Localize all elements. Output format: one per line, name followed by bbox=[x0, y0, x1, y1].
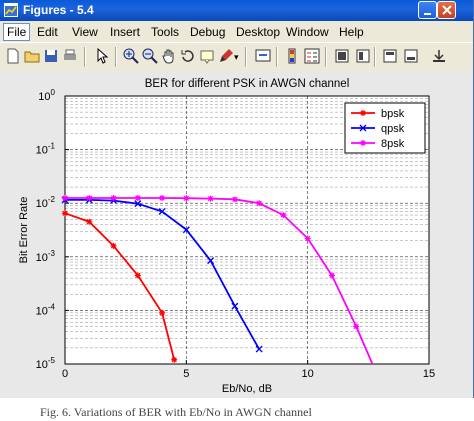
data-point bbox=[353, 323, 360, 330]
insert-legend-icon[interactable] bbox=[303, 47, 321, 65]
data-point bbox=[134, 200, 142, 208]
chart-title: BER for different PSK in AWGN channel bbox=[145, 78, 350, 90]
series-line bbox=[65, 197, 374, 364]
data-cursor-icon[interactable] bbox=[198, 47, 216, 65]
data-point bbox=[110, 242, 117, 249]
data-point bbox=[231, 196, 238, 203]
new-file-icon[interactable] bbox=[4, 47, 22, 65]
data-point bbox=[359, 124, 367, 132]
rotate-icon[interactable] bbox=[179, 47, 197, 65]
series-bpsk bbox=[62, 210, 178, 363]
series-qpsk bbox=[61, 196, 263, 353]
pan-hand-icon[interactable] bbox=[160, 47, 178, 65]
data-point bbox=[62, 195, 68, 202]
axes-box bbox=[64, 95, 430, 365]
plot-browser-icon[interactable] bbox=[381, 47, 399, 65]
data-point bbox=[62, 210, 68, 217]
menu-tools[interactable]: Tools bbox=[151, 25, 180, 39]
print-icon[interactable] bbox=[61, 47, 79, 65]
data-point bbox=[86, 195, 93, 202]
legend-label: bpsk bbox=[381, 108, 405, 120]
data-point bbox=[304, 235, 311, 242]
ber-chart[interactable]: 0 5 10 15 100 10-1 10-2 10-3 10-4 10-5 BER for di… bbox=[0, 71, 474, 398]
data-point bbox=[328, 272, 335, 279]
series-8psk bbox=[62, 195, 374, 364]
menu-desktop[interactable]: Desktop bbox=[236, 25, 281, 39]
data-point bbox=[207, 257, 215, 265]
y-tick-label: 10-4 bbox=[36, 302, 56, 317]
data-point bbox=[183, 195, 190, 202]
minimize-icon bbox=[424, 13, 431, 15]
data-point bbox=[360, 140, 366, 146]
y-tick-label: 10-5 bbox=[36, 356, 56, 371]
toolbar-separator bbox=[115, 47, 117, 67]
menu-edit[interactable]: Edit bbox=[37, 25, 58, 39]
x-tick-label: 0 bbox=[62, 368, 68, 380]
data-point bbox=[159, 309, 166, 316]
close-button[interactable] bbox=[437, 1, 456, 19]
legend-label: qpsk bbox=[381, 123, 405, 135]
data-point bbox=[360, 110, 366, 116]
link-icon[interactable] bbox=[254, 47, 272, 65]
insert-colorbar-icon[interactable] bbox=[283, 47, 301, 65]
menu-bar: File Edit View Insert Tools Debug Deskto… bbox=[0, 22, 473, 41]
data-point bbox=[171, 356, 178, 363]
close-icon bbox=[442, 5, 452, 15]
window-title: Figures - 5.4 bbox=[23, 3, 94, 17]
menu-insert[interactable]: Insert bbox=[110, 25, 141, 39]
property-editor-icon[interactable] bbox=[402, 47, 420, 65]
title-bar[interactable]: Figures - 5.4 bbox=[0, 0, 473, 21]
show-plot-tools-icon[interactable] bbox=[354, 47, 372, 65]
data-point bbox=[182, 226, 190, 234]
data-point bbox=[159, 195, 166, 202]
pointer-icon[interactable] bbox=[93, 47, 111, 65]
x-tick-label: 15 bbox=[423, 368, 435, 380]
data-point bbox=[134, 272, 141, 279]
y-axis-label: Bit Error Rate bbox=[18, 197, 30, 264]
menu-debug[interactable]: Debug bbox=[190, 25, 226, 39]
toolbar-separator bbox=[84, 47, 86, 67]
toolbar-separator bbox=[374, 47, 376, 67]
menu-window[interactable]: Window bbox=[286, 25, 329, 39]
data-point bbox=[134, 195, 141, 202]
dock-icon[interactable] bbox=[430, 47, 448, 65]
minimize-button[interactable] bbox=[418, 1, 437, 19]
data-point bbox=[280, 212, 287, 219]
data-point bbox=[207, 195, 214, 202]
axis-ticks: 0 5 10 15 100 10-1 10-2 10-3 10-4 10-5 bbox=[36, 88, 436, 380]
x-axis-label: Eb/No, dB bbox=[222, 383, 272, 395]
data-point bbox=[158, 208, 166, 215]
y-tick-label: 10-2 bbox=[36, 195, 56, 210]
y-tick-label: 10-3 bbox=[36, 249, 56, 264]
data-point bbox=[255, 345, 263, 353]
menu-file[interactable]: File bbox=[3, 23, 31, 41]
data-point bbox=[110, 195, 117, 202]
toolbar-separator bbox=[245, 47, 247, 67]
data-point bbox=[86, 218, 93, 225]
matlab-figure-icon bbox=[4, 3, 18, 17]
x-tick-label: 10 bbox=[302, 368, 314, 380]
y-tick-label: 100 bbox=[38, 88, 55, 103]
legend-label: 8psk bbox=[381, 138, 405, 150]
brush-icon[interactable] bbox=[217, 47, 235, 65]
toolbar-separator bbox=[325, 47, 327, 67]
zoom-in-icon[interactable] bbox=[122, 47, 140, 65]
chevron-down-icon[interactable]: ▾ bbox=[234, 52, 239, 62]
hide-plot-tools-icon[interactable] bbox=[333, 47, 351, 65]
data-point bbox=[231, 302, 239, 310]
figure-caption: Fig. 6. Variations of BER with Eb/No in … bbox=[40, 405, 312, 419]
data-point bbox=[256, 200, 263, 207]
zoom-out-icon[interactable] bbox=[141, 47, 159, 65]
open-folder-icon[interactable] bbox=[23, 47, 41, 65]
figure-toolbar: ▾ bbox=[0, 42, 473, 72]
y-tick-label: 10-1 bbox=[36, 142, 56, 157]
series-line bbox=[65, 212, 176, 361]
menu-view[interactable]: View bbox=[72, 25, 98, 39]
chart-legend[interactable]: bpsk qpsk 8psk bbox=[344, 102, 426, 154]
save-icon[interactable] bbox=[42, 47, 60, 65]
series-lines bbox=[61, 195, 374, 364]
menu-help[interactable]: Help bbox=[339, 25, 364, 39]
x-tick-label: 5 bbox=[183, 368, 189, 380]
toolbar-separator bbox=[276, 47, 278, 67]
